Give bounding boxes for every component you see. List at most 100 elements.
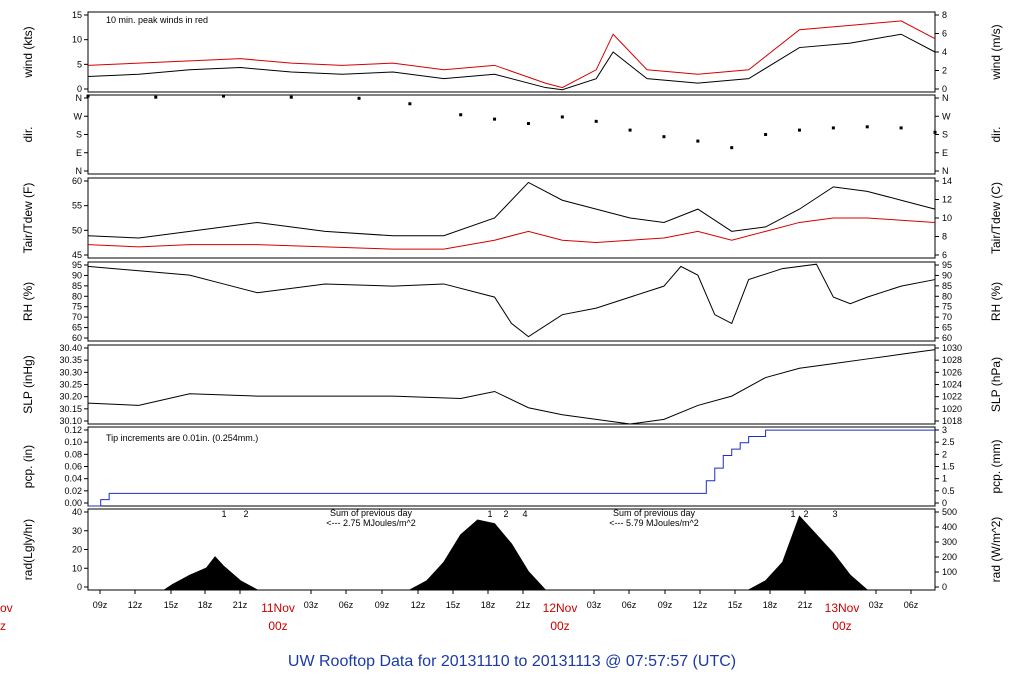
rad-marker: 3 <box>832 509 837 519</box>
x-tick-label: 06z <box>339 600 354 610</box>
panel-pcp: 0.00 0.02 0.04 0.06 0.08 0.10 0.12 0 0.5 1 1.5 2 2.5… <box>21 425 1003 508</box>
right-tick-label: 1020 <box>942 404 962 414</box>
right-tick-label: 6 <box>942 250 947 260</box>
right-tick-label: 0 <box>942 498 947 508</box>
y-axis-label-right: rad (W/m^2) <box>989 517 1003 583</box>
right-tick-label: 300 <box>942 537 957 547</box>
right-tick-label: 14 <box>942 176 952 186</box>
y-axis-label-right: SLP (hPa) <box>989 357 1003 412</box>
left-tick-label: 80 <box>72 291 82 301</box>
right-tick-label: 70 <box>942 312 952 322</box>
dir-point <box>662 135 666 139</box>
x-tick-label: 18z <box>198 600 213 610</box>
right-tick-label: 1028 <box>942 355 962 365</box>
rad-sum-label: Sum of previous day <box>613 508 696 518</box>
dir-point <box>289 95 293 99</box>
dir-point <box>459 113 463 117</box>
left-tick-label: 60 <box>72 176 82 186</box>
right-tick-label: E <box>942 148 948 158</box>
series-rad <box>88 515 935 591</box>
rad-marker: 1 <box>790 509 795 519</box>
left-tick-label: 10 <box>72 35 82 45</box>
right-tick-label: 4 <box>942 47 947 57</box>
left-tick-label: 0.04 <box>64 474 82 484</box>
left-tick-label: 0 <box>77 84 82 94</box>
series-SLP <box>87 349 936 425</box>
panel-frame <box>87 11 936 93</box>
left-tick-label: 0.10 <box>64 437 82 447</box>
x-axis: 09z 12z 15z 18z 21z 03z 06z 09z 12z 15z 18z 21z 03z 0… <box>0 590 919 633</box>
left-tick-label: 55 <box>72 201 82 211</box>
day-label-date: 13Nov <box>825 601 860 615</box>
right-tick-label: 1.5 <box>942 462 955 472</box>
right-tick-label: 3 <box>942 425 947 435</box>
left-tick-label: 0.00 <box>64 498 82 508</box>
day-label-hour: 00z <box>832 619 851 633</box>
day-label-date: 12Nov <box>543 601 578 615</box>
series-RH <box>87 263 936 338</box>
rad-marker: 1 <box>487 509 492 519</box>
rad-marker: 2 <box>243 509 248 519</box>
left-tick-label: 30.10 <box>59 416 82 426</box>
left-tick-label: 85 <box>72 281 82 291</box>
left-tick-label: 65 <box>72 323 82 333</box>
x-tick-label: 03z <box>587 600 602 610</box>
left-tick-label: 30.20 <box>59 392 82 402</box>
dir-point <box>493 117 497 121</box>
right-tick-label: 60 <box>942 333 952 343</box>
panel-slp: 30.10 30.15 30.20 30.25 30.30 30.35 30.40 1018 1… <box>21 343 1003 426</box>
rad-sum-value: <--- 2.75 MJoules/m^2 <box>326 518 416 528</box>
left-tick-label: 0.12 <box>64 425 82 435</box>
right-tick-label: 10 <box>942 213 952 223</box>
dir-point <box>86 94 90 98</box>
y-axis-label-left: rad(Lgly/hr) <box>21 519 35 580</box>
x-tick-label: 03z <box>304 600 319 610</box>
dir-point <box>933 130 937 134</box>
left-tick-label: 30.40 <box>59 343 82 353</box>
right-tick-label: 1030 <box>942 343 962 353</box>
x-tick-label: 21z <box>233 600 248 610</box>
left-tick-label: 95 <box>72 260 82 270</box>
left-tick-label: 30.25 <box>59 380 82 390</box>
right-tick-label: 2.5 <box>942 437 955 447</box>
right-tick-label: 2 <box>942 449 947 459</box>
right-tick-label: N <box>942 93 949 103</box>
x-tick-label: 18z <box>481 600 496 610</box>
day-label-hour: 00z <box>550 619 569 633</box>
y-axis-label-left: RH (%) <box>21 282 35 321</box>
day-label-date: 11Nov <box>261 601 295 615</box>
y-axis-label-right: dir. <box>989 126 1003 142</box>
chart-title: UW Rooftop Data for 20131110 to 20131113… <box>288 653 736 670</box>
right-tick-label: 0 <box>942 582 947 592</box>
day-label-hour: 00z <box>268 619 287 633</box>
series-wind <box>87 33 936 91</box>
right-tick-label: 100 <box>942 567 957 577</box>
right-tick-label: 0.5 <box>942 486 955 496</box>
left-tick-label: 0.08 <box>64 449 82 459</box>
right-tick-label: 90 <box>942 270 952 280</box>
right-tick-label: S <box>942 130 948 140</box>
rad-sum-label: Sum of previous day <box>330 508 413 518</box>
x-tick-label: 21z <box>516 600 531 610</box>
right-tick-label: 95 <box>942 260 952 270</box>
series-Tdew <box>87 217 936 250</box>
dir-point <box>222 94 226 98</box>
left-tick-label: 45 <box>72 250 82 260</box>
rad-sum-value: <--- 5.79 MJoules/m^2 <box>609 518 699 528</box>
x-tick-label: 15z <box>164 600 179 610</box>
y-axis-label-right: wind (m/s) <box>989 24 1003 80</box>
left-tick-label: 40 <box>72 507 82 517</box>
left-tick-label: 30 <box>72 526 82 536</box>
panel-frame <box>87 261 936 342</box>
y-axis-label-left: dir. <box>21 126 35 142</box>
series-10 min. peak winds <box>87 20 936 89</box>
panel-frame <box>87 94 936 175</box>
x-tick-label: 06z <box>622 600 637 610</box>
x-tick-label: 15z <box>728 600 743 610</box>
x-tick-label: 06z <box>904 600 919 610</box>
y-axis-label-left: SLP (inHg) <box>21 355 35 413</box>
y-axis-label-left: wind (kts) <box>21 26 35 78</box>
rad-marker: 2 <box>503 509 508 519</box>
